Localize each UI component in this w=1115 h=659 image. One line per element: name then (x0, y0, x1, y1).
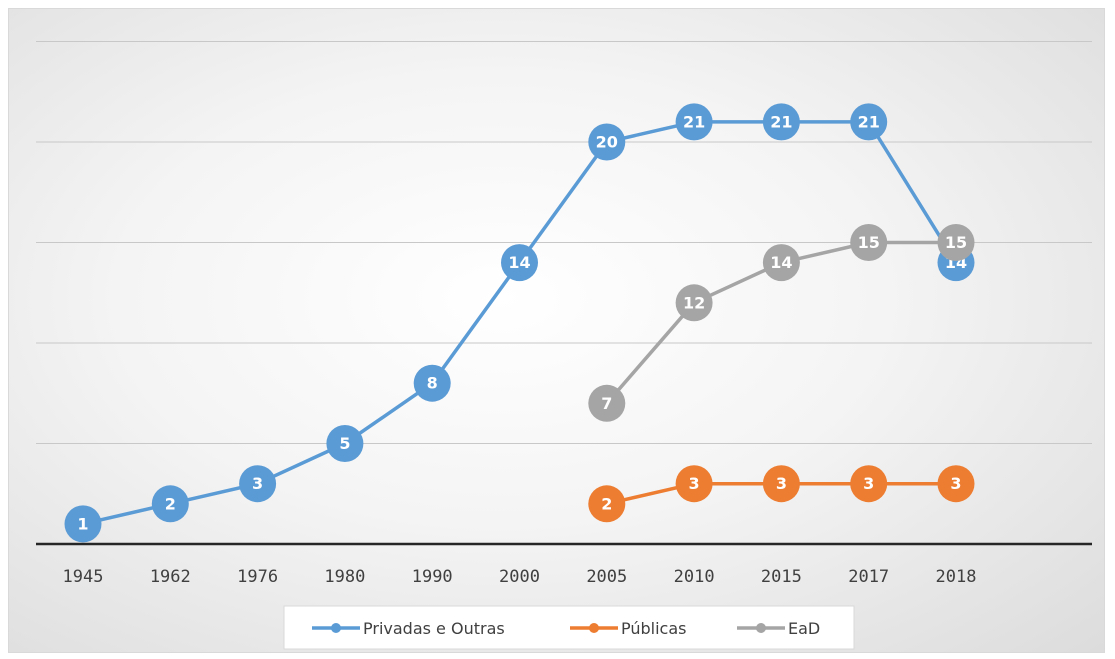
data-label: 8 (427, 374, 438, 393)
data-point[interactable] (762, 244, 800, 282)
data-label: 3 (950, 474, 961, 493)
data-label: 12 (683, 293, 705, 312)
data-point[interactable] (64, 505, 102, 543)
data-point[interactable] (675, 103, 713, 141)
data-point[interactable] (326, 425, 364, 462)
data-label: 21 (683, 112, 705, 131)
data-point[interactable] (675, 465, 713, 503)
data-point[interactable] (762, 103, 800, 141)
data-point[interactable] (850, 103, 888, 141)
gridlines (36, 41, 1092, 444)
x-tick-label: 2010 (674, 567, 715, 587)
data-point[interactable] (588, 123, 626, 161)
legend-item[interactable]: EaD (737, 619, 820, 638)
data-label: 7 (601, 394, 612, 413)
x-tick-label: 1990 (412, 567, 453, 587)
data-label: 15 (858, 233, 880, 252)
legend-label: Privadas e Outras (363, 619, 505, 638)
data-point[interactable] (151, 485, 189, 523)
data-label: 14 (770, 253, 792, 272)
data-label: 2 (165, 494, 176, 513)
data-point[interactable] (762, 465, 800, 503)
data-point[interactable] (937, 224, 975, 261)
data-point[interactable] (937, 465, 975, 503)
data-point[interactable] (239, 465, 277, 503)
x-tick-label: 2015 (761, 567, 802, 587)
data-label: 21 (858, 112, 880, 131)
data-point[interactable] (413, 364, 451, 402)
legend-swatch-marker (756, 623, 766, 633)
data-label: 20 (596, 133, 618, 152)
legend-item[interactable]: Privadas e Outras (312, 619, 505, 638)
x-tick-label: 1980 (324, 567, 365, 587)
data-label: 3 (776, 474, 787, 493)
x-tick-label: 2000 (499, 567, 540, 587)
x-tick-label: 2017 (848, 567, 889, 587)
x-tick-label: 1962 (150, 567, 191, 587)
data-point[interactable] (588, 384, 626, 422)
legend-label: EaD (788, 619, 820, 638)
data-label: 3 (863, 474, 874, 493)
data-label: 21 (770, 112, 792, 131)
legend[interactable]: Privadas e Outras Públicas EaD (283, 605, 855, 650)
data-point[interactable] (501, 244, 538, 282)
legend-label: Públicas (621, 619, 687, 638)
x-tick-label: 1976 (237, 567, 278, 587)
data-point[interactable] (850, 224, 888, 261)
legend-swatch-marker (589, 623, 599, 633)
chart-area (8, 8, 1105, 653)
legend-swatch-marker (331, 623, 341, 633)
data-point[interactable] (588, 485, 626, 523)
data-label: 2 (601, 494, 612, 513)
data-label: 15 (945, 233, 967, 252)
x-tick-label: 2018 (936, 567, 977, 587)
data-label: 14 (508, 253, 530, 272)
x-tick-label: 1945 (63, 567, 104, 587)
x-axis-tick-labels: 1945 1962 1976 1980 1990 2000 2005 2010 2015 2017… (63, 567, 977, 587)
x-tick-label: 2005 (586, 567, 627, 587)
data-label: 3 (689, 474, 700, 493)
series-2: 7 12 14 15 15 (588, 224, 975, 422)
data-label: 3 (252, 474, 263, 493)
data-label: 1 (77, 514, 88, 533)
data-label: 5 (339, 434, 350, 453)
data-point[interactable] (850, 465, 888, 503)
data-point[interactable] (675, 284, 713, 322)
legend-item[interactable]: Públicas (570, 619, 687, 638)
series-line (82, 120, 958, 526)
series-1: 2 3 3 3 3 (588, 465, 975, 523)
